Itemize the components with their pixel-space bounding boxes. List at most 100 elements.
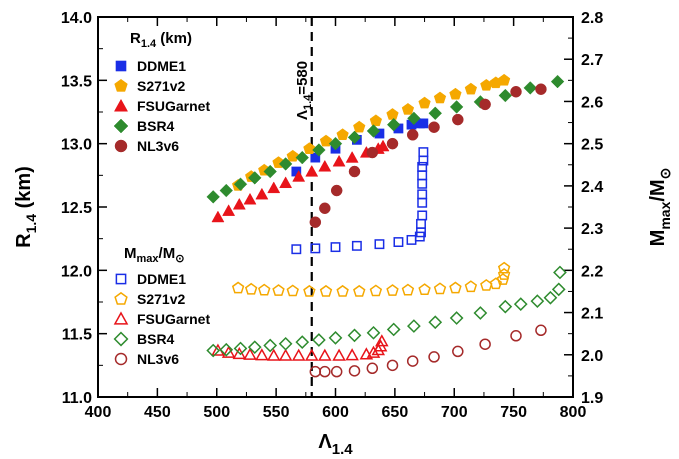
point-radius-nl3v6 <box>386 137 399 150</box>
legend-radius-marker-s271v2 <box>114 78 128 92</box>
point-radius-bsr4 <box>233 177 248 191</box>
series-radius-fsugarnet <box>211 139 390 223</box>
point-radius-bsr4 <box>498 88 513 103</box>
y-right-tick-label: 2.2 <box>581 263 603 280</box>
legend-mass-label-fsugarnet: FSUGarnet <box>137 311 210 327</box>
point-mass-nl3v6 <box>535 324 547 337</box>
legend-mass-marker-bsr4 <box>113 331 129 347</box>
point-mass-bsr4 <box>219 342 234 357</box>
x-axis-title: Λ1.4 <box>318 431 353 458</box>
series-mass-fsugarnet <box>211 334 389 361</box>
y-right-tick-label: 2.7 <box>581 52 603 69</box>
point-mass-fsugarnet <box>221 345 236 358</box>
y-left-tick-label: 13.0 <box>61 137 92 154</box>
point-mass-s271v2 <box>401 283 415 296</box>
legend-mass-marker-fsugarnet <box>113 311 129 325</box>
point-mass-bsr4 <box>295 335 310 349</box>
point-mass-ddme1 <box>393 237 404 247</box>
point-radius-nl3v6 <box>330 184 343 197</box>
point-mass-nl3v6 <box>319 365 331 378</box>
point-mass-ddme1 <box>417 210 428 221</box>
point-radius-s271v2 <box>464 82 478 95</box>
point-radius-bsr4 <box>386 117 401 132</box>
point-radius-fsugarnet <box>332 154 346 167</box>
y-right-axis-title: Mmax/M⊙ <box>647 168 673 247</box>
point-radius-s271v2 <box>336 128 349 141</box>
point-radius-bsr4 <box>312 143 326 157</box>
point-radius-ddme1 <box>418 118 429 129</box>
legend-radius-label-bsr4: BSR4 <box>137 118 175 134</box>
point-mass-bsr4 <box>233 341 248 356</box>
x-tick-label: 700 <box>441 404 468 421</box>
point-radius-nl3v6 <box>366 146 379 159</box>
legend-radius-marker-bsr4 <box>113 118 129 134</box>
point-radius-nl3v6 <box>479 98 491 111</box>
point-mass-ddme1 <box>418 147 429 158</box>
point-mass-fsugarnet <box>304 348 319 361</box>
point-mass-s271v2 <box>464 280 478 293</box>
point-mass-bsr4 <box>530 294 545 309</box>
point-radius-s271v2 <box>497 73 511 86</box>
point-mass-s271v2 <box>497 261 511 274</box>
point-radius-s271v2 <box>449 87 462 100</box>
point-mass-s271v2 <box>480 279 493 291</box>
point-radius-fsugarnet <box>305 164 319 177</box>
series-mass-s271v2 <box>231 261 511 297</box>
legend-mass-marker-ddme1 <box>115 273 127 285</box>
point-mass-nl3v6 <box>386 359 399 372</box>
y-right-tick-label: 2.4 <box>581 179 603 196</box>
x-tick-label: 450 <box>144 404 171 421</box>
point-radius-bsr4 <box>449 100 464 114</box>
point-mass-bsr4 <box>551 282 566 297</box>
series-mass-bsr4 <box>206 265 567 358</box>
legend-radius-title: R1.4 (km) <box>130 30 192 50</box>
y-right-tick-label: 1.9 <box>581 390 603 407</box>
point-mass-s271v2 <box>386 284 399 296</box>
point-mass-nl3v6 <box>510 330 522 342</box>
point-mass-s271v2 <box>418 283 431 296</box>
point-radius-bsr4 <box>428 106 442 121</box>
point-radius-s271v2 <box>369 114 383 127</box>
point-mass-bsr4 <box>366 325 381 340</box>
y-right-tick-label: 2.1 <box>581 306 603 323</box>
point-mass-bsr4 <box>449 311 464 325</box>
point-radius-bsr4 <box>295 150 309 165</box>
point-mass-nl3v6 <box>309 365 322 378</box>
point-radius-bsr4 <box>206 190 220 204</box>
point-radius-bsr4 <box>407 111 421 126</box>
point-mass-fsugarnet <box>291 348 306 361</box>
x-tick-label: 600 <box>322 404 349 421</box>
legend-mass-marker-nl3v6 <box>114 352 128 366</box>
data-marks <box>206 73 567 378</box>
point-radius-nl3v6 <box>309 216 322 228</box>
point-radius-s271v2 <box>418 96 431 109</box>
y-right-tick-label: 2.6 <box>581 94 603 111</box>
point-mass-fsugarnet <box>255 348 269 361</box>
point-mass-bsr4 <box>498 299 513 314</box>
series-radius-bsr4 <box>206 74 565 204</box>
point-radius-bsr4 <box>366 124 381 138</box>
series-radius-nl3v6 <box>309 83 547 228</box>
vline-label: Λ1.4=580 <box>294 61 314 120</box>
point-mass-s271v2 <box>449 281 462 294</box>
point-mass-fsugarnet <box>243 347 257 360</box>
point-radius-bsr4 <box>248 171 262 185</box>
y-right-tick-label: 2.0 <box>581 348 603 365</box>
y-left-tick-label: 13.5 <box>61 73 92 90</box>
point-mass-bsr4 <box>386 322 401 337</box>
legend-mass-label-ddme1: DDME1 <box>137 271 186 287</box>
point-mass-ddme1 <box>330 242 341 253</box>
point-radius-bsr4 <box>278 157 293 171</box>
point-radius-s271v2 <box>303 142 316 154</box>
point-radius-bsr4 <box>550 74 565 89</box>
legend-radius-label-ddme1: DDME1 <box>137 58 186 74</box>
point-radius-bsr4 <box>347 130 362 145</box>
point-radius-fsugarnet <box>255 187 269 200</box>
legends: R1.4 (km) DDME1 S271v2 FSUGarnet BSR4 NL3v6 Mm… <box>113 30 210 367</box>
point-mass-bsr4 <box>247 340 262 355</box>
point-mass-s271v2 <box>272 284 285 296</box>
point-radius-nl3v6 <box>406 129 419 141</box>
x-tick-label: 400 <box>85 404 112 421</box>
y-right-tick-label: 2.3 <box>581 221 603 238</box>
point-mass-s271v2 <box>497 268 511 280</box>
